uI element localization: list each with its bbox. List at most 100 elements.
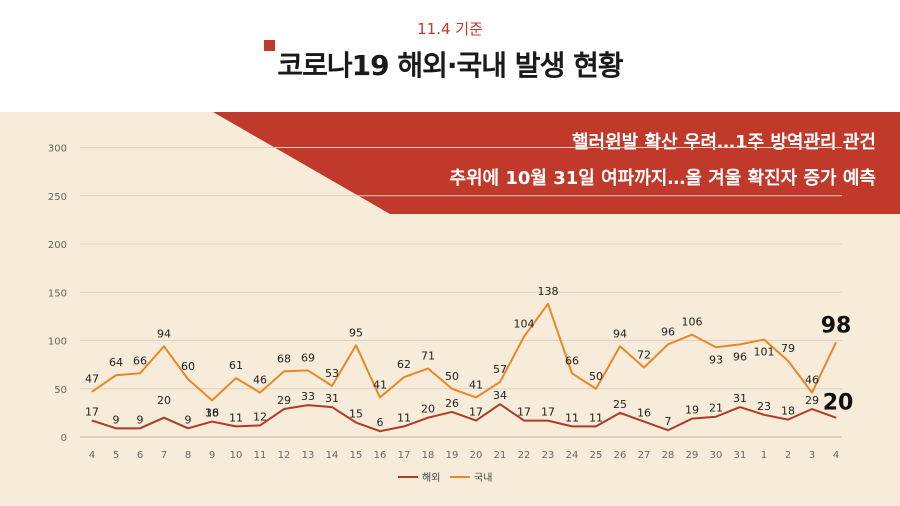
data-label-overseas: 25 <box>613 398 627 411</box>
data-label-overseas: 11 <box>565 411 579 424</box>
x-tick-label: 4 <box>833 450 839 461</box>
data-point <box>475 396 477 398</box>
data-label-overseas: 11 <box>589 411 603 424</box>
data-label-domestic: 66 <box>133 354 147 367</box>
data-label-domestic: 106 <box>682 316 703 329</box>
data-point <box>667 343 669 345</box>
data-point <box>523 420 525 422</box>
data-point <box>811 408 813 410</box>
x-tick-label: 6 <box>137 450 143 461</box>
data-label-domestic: 64 <box>109 356 123 369</box>
data-point <box>691 334 693 336</box>
banner-shape <box>213 112 900 214</box>
data-point <box>715 416 717 418</box>
x-tick-label: 25 <box>590 450 603 461</box>
data-label-domestic: 38 <box>205 406 219 419</box>
data-label-domestic: 71 <box>421 349 435 362</box>
data-point <box>139 372 141 374</box>
data-point <box>427 417 429 419</box>
data-label-overseas: 23 <box>757 400 771 413</box>
data-point <box>283 408 285 410</box>
date-label: 11.4 기준 <box>417 20 483 38</box>
banner-line-1: 핼러윈발 확산 우려…1주 방역관리 관건 <box>572 132 876 153</box>
data-point <box>835 417 837 419</box>
data-label-domestic: 96 <box>733 350 747 363</box>
y-tick-label: 50 <box>54 385 67 396</box>
data-point <box>139 427 141 429</box>
data-point <box>571 425 573 427</box>
data-point <box>547 420 549 422</box>
data-point <box>835 341 837 343</box>
data-point <box>211 399 213 401</box>
data-label-overseas: 17 <box>469 406 483 419</box>
banner-line-2: 추위에 10월 31일 여파까지…올 겨울 확진자 증가 예측 <box>449 168 876 189</box>
data-label-overseas: 16 <box>637 407 651 420</box>
data-point <box>355 344 357 346</box>
data-label-overseas: 26 <box>445 397 459 410</box>
data-point <box>259 424 261 426</box>
data-point <box>379 396 381 398</box>
data-label-overseas: 29 <box>805 394 819 407</box>
data-label-layer: 17 9 9 20 9 16 11 12 29 33 31 15 6 11 20 26 17 34 17 17 11 11… <box>85 285 853 429</box>
title-wrap: 코로나19 해외·국내 발생 현황 <box>0 40 900 84</box>
y-tick-label: 200 <box>48 240 67 251</box>
x-tick-label: 19 <box>446 450 459 461</box>
data-point <box>499 381 501 383</box>
data-label-domestic-final: 98 <box>821 313 852 338</box>
data-point <box>115 427 117 429</box>
data-point <box>115 374 117 376</box>
data-label-domestic: 41 <box>373 378 387 391</box>
data-point <box>451 388 453 390</box>
x-tick-label: 29 <box>686 450 699 461</box>
data-label-overseas: 7 <box>665 415 672 428</box>
data-point <box>715 346 717 348</box>
data-label-overseas: 17 <box>85 406 99 419</box>
data-label-overseas: 20 <box>421 403 435 416</box>
data-label-overseas-final: 20 <box>823 391 854 416</box>
data-point <box>259 392 261 394</box>
title-marker-square <box>264 40 276 51</box>
data-label-domestic: 94 <box>157 327 171 340</box>
data-point <box>403 425 405 427</box>
data-point <box>91 420 93 422</box>
data-point <box>811 392 813 394</box>
data-point <box>451 411 453 413</box>
data-label-overseas: 34 <box>493 389 507 402</box>
data-point <box>763 414 765 416</box>
data-point <box>571 372 573 374</box>
data-label-domestic: 94 <box>613 327 627 340</box>
data-point <box>235 425 237 427</box>
x-tick-label: 18 <box>422 450 435 461</box>
data-point <box>787 419 789 421</box>
data-point <box>211 421 213 423</box>
data-label-overseas: 17 <box>541 406 555 419</box>
data-point <box>427 367 429 369</box>
data-point <box>307 369 309 371</box>
x-tick-label: 21 <box>494 450 507 461</box>
x-tick-label: 1 <box>761 450 767 461</box>
data-label-overseas: 15 <box>349 408 363 421</box>
data-label-overseas: 18 <box>781 405 795 418</box>
legend-label: 해외 <box>422 471 440 484</box>
data-label-domestic: 68 <box>277 352 291 365</box>
x-tick-label: 22 <box>518 450 531 461</box>
data-point <box>379 430 381 432</box>
x-tick-label: 28 <box>662 450 675 461</box>
data-label-overseas: 31 <box>325 392 339 405</box>
data-point <box>643 367 645 369</box>
data-point <box>739 343 741 345</box>
x-tick-label: 26 <box>614 450 627 461</box>
y-tick-label: 0 <box>61 433 67 444</box>
x-tick-label: 8 <box>185 450 191 461</box>
data-point <box>331 406 333 408</box>
data-point <box>307 404 309 406</box>
data-point <box>595 388 597 390</box>
data-point <box>763 339 765 341</box>
data-label-domestic: 96 <box>661 325 675 338</box>
data-label-domestic: 57 <box>493 363 507 376</box>
data-point <box>163 345 165 347</box>
data-point <box>787 360 789 362</box>
x-tick-label: 9 <box>209 450 215 461</box>
series-line-overseas <box>91 403 837 433</box>
data-label-overseas: 33 <box>301 390 315 403</box>
